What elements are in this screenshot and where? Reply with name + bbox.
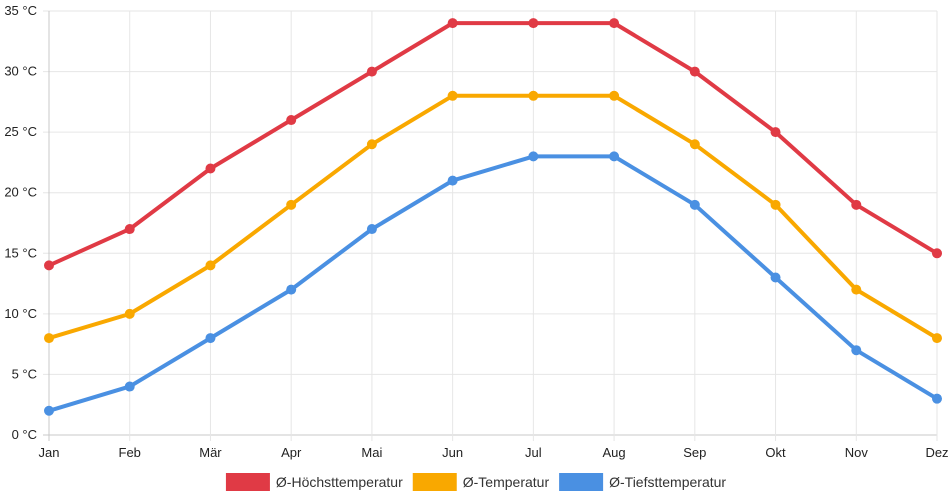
legend-label: Ø-Tiefsttemperatur: [609, 474, 726, 490]
data-point[interactable]: [286, 115, 297, 126]
data-point[interactable]: [366, 224, 377, 235]
data-point[interactable]: [770, 127, 781, 138]
data-point[interactable]: [689, 199, 700, 210]
x-tick-label: Okt: [765, 445, 786, 460]
data-point[interactable]: [286, 199, 297, 210]
data-point[interactable]: [932, 393, 942, 404]
legend-swatch: [559, 473, 604, 491]
legend-item[interactable]: Ø-Tiefsttemperatur: [559, 473, 726, 491]
series-layer: [44, 18, 942, 416]
y-tick-label: 20 °C: [4, 185, 37, 200]
data-point[interactable]: [770, 199, 781, 210]
data-point[interactable]: [932, 333, 942, 344]
data-point[interactable]: [286, 284, 297, 295]
y-tick-label: 10 °C: [4, 306, 37, 321]
data-point[interactable]: [932, 248, 942, 259]
grid-lines: [43, 10, 938, 441]
data-point[interactable]: [770, 272, 781, 283]
x-tick-label: Jan: [39, 445, 60, 460]
data-point[interactable]: [205, 333, 216, 344]
data-point[interactable]: [447, 175, 458, 186]
legend-item[interactable]: Ø-Höchsttemperatur: [225, 473, 403, 491]
legend-label: Ø-Temperatur: [463, 474, 550, 490]
legend: Ø-Höchsttemperatur Ø-Temperatur Ø-Tiefstte…: [225, 473, 726, 491]
series-3: [44, 151, 942, 416]
data-point[interactable]: [124, 308, 135, 319]
x-axis-ticks: Jan Feb Mär Apr Mai Jun Jul Aug Sep Okt Nov Dez: [39, 445, 949, 460]
legend-item[interactable]: Ø-Temperatur: [412, 473, 550, 491]
legend-swatch: [225, 473, 270, 491]
series-line: [47, 93, 939, 341]
data-point[interactable]: [366, 66, 377, 77]
data-point[interactable]: [609, 18, 620, 29]
legend-label: Ø-Höchsttemperatur: [276, 474, 403, 490]
data-point[interactable]: [528, 90, 539, 101]
data-point[interactable]: [851, 284, 862, 295]
data-point[interactable]: [851, 199, 862, 210]
x-tick-label: Dez: [925, 445, 948, 460]
data-point[interactable]: [44, 405, 54, 416]
data-point[interactable]: [44, 260, 54, 271]
data-point[interactable]: [44, 333, 54, 344]
data-point[interactable]: [528, 151, 539, 162]
data-point[interactable]: [851, 345, 862, 356]
x-tick-label: Mär: [199, 445, 222, 460]
data-point[interactable]: [609, 90, 620, 101]
data-point[interactable]: [366, 139, 377, 150]
y-tick-label: 25 °C: [4, 124, 37, 139]
x-tick-label: Sep: [683, 445, 706, 460]
y-tick-label: 0 °C: [12, 427, 37, 442]
x-tick-label: Aug: [603, 445, 626, 460]
data-point[interactable]: [528, 18, 539, 29]
data-point[interactable]: [689, 139, 700, 150]
y-tick-label: 5 °C: [12, 366, 37, 381]
data-point[interactable]: [447, 90, 458, 101]
series-2: [44, 90, 942, 344]
series-1: [44, 18, 942, 271]
data-point[interactable]: [205, 163, 216, 174]
series-line: [47, 154, 939, 413]
data-point[interactable]: [124, 224, 135, 235]
data-point[interactable]: [205, 260, 216, 271]
series-line: [47, 21, 939, 268]
x-tick-label: Mai: [361, 445, 382, 460]
y-tick-label: 35 °C: [4, 3, 37, 18]
y-tick-label: 15 °C: [4, 245, 37, 260]
x-tick-label: Apr: [281, 445, 302, 460]
data-point[interactable]: [124, 381, 135, 392]
y-tick-label: 30 °C: [4, 64, 37, 79]
data-point[interactable]: [609, 151, 620, 162]
x-tick-label: Feb: [119, 445, 141, 460]
legend-swatch: [412, 473, 457, 491]
data-point[interactable]: [689, 66, 700, 77]
x-tick-label: Nov: [845, 445, 869, 460]
data-point[interactable]: [447, 18, 458, 29]
x-tick-label: Jun: [442, 445, 463, 460]
x-tick-label: Jul: [525, 445, 542, 460]
y-axis-ticks: 0 °C 5 °C 10 °C 15 °C 20 °C 25 °C 30 °C 35 °C: [4, 3, 37, 442]
